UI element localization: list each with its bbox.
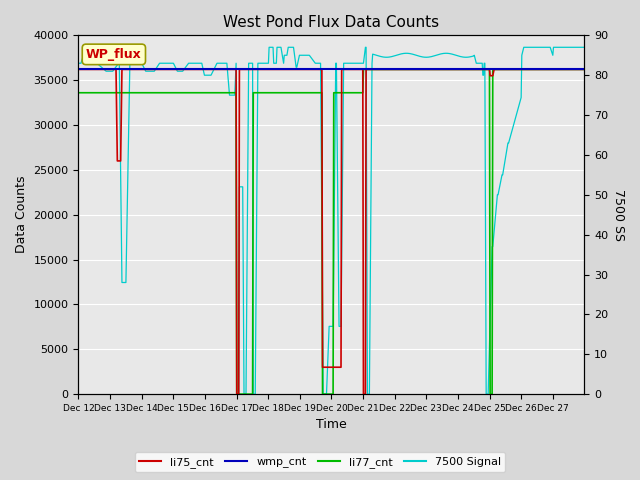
Y-axis label: 7500 SS: 7500 SS: [612, 189, 625, 241]
Legend: li75_cnt, wmp_cnt, li77_cnt, 7500 Signal: li75_cnt, wmp_cnt, li77_cnt, 7500 Signal: [135, 452, 505, 472]
Text: WP_flux: WP_flux: [86, 48, 141, 61]
Title: West Pond Flux Data Counts: West Pond Flux Data Counts: [223, 15, 440, 30]
X-axis label: Time: Time: [316, 419, 347, 432]
Y-axis label: Data Counts: Data Counts: [15, 176, 28, 253]
